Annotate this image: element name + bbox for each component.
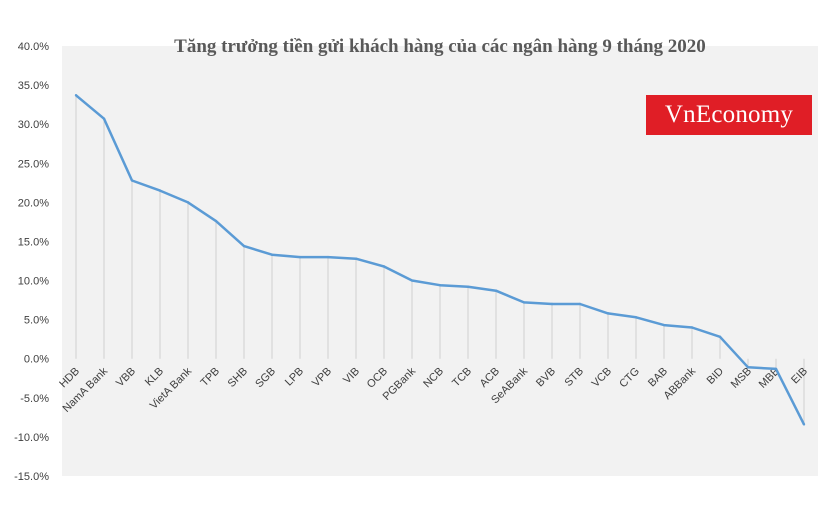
y-tick-label: -5.0%	[20, 393, 49, 405]
vneconomy-logo: VnEconomy	[646, 95, 812, 135]
y-tick-label: 25.0%	[18, 158, 49, 170]
y-tick-label: -15.0%	[14, 471, 49, 483]
data-points	[74, 94, 806, 426]
data-point	[130, 179, 134, 182]
data-point	[298, 255, 302, 259]
logo-text: VnEconomy	[664, 101, 794, 128]
data-point	[494, 289, 498, 292]
data-point	[354, 257, 358, 260]
data-point	[242, 244, 246, 248]
data-point	[382, 265, 386, 268]
data-point	[662, 323, 666, 327]
data-point	[74, 94, 78, 97]
y-axis-ticks: 40.0% 35.0% 30.0% 25.0% 20.0% 15.0% 10.0% 5.0% 0…	[14, 41, 49, 483]
data-point	[270, 253, 274, 256]
y-tick-label: 10.0%	[18, 276, 49, 288]
data-point	[718, 335, 722, 339]
data-point	[186, 201, 190, 204]
y-tick-label: 35.0%	[18, 80, 49, 92]
data-point	[326, 255, 330, 259]
y-tick-label: 5.0%	[24, 315, 49, 327]
data-point	[606, 312, 610, 315]
y-tick-label: 40.0%	[18, 41, 49, 53]
data-point	[578, 302, 582, 306]
data-point	[214, 219, 218, 223]
data-point	[690, 326, 694, 329]
data-point	[438, 284, 442, 287]
data-point	[410, 279, 414, 282]
data-point	[522, 301, 526, 304]
data-point	[550, 302, 554, 306]
y-tick-label: 30.0%	[18, 119, 49, 131]
data-point	[102, 117, 106, 120]
y-tick-label: 0.0%	[24, 354, 49, 366]
data-point	[466, 285, 470, 288]
y-tick-label: 20.0%	[18, 197, 49, 209]
data-point	[158, 189, 162, 192]
data-point	[634, 316, 638, 319]
y-tick-label: -10.0%	[14, 432, 49, 444]
data-point	[774, 367, 778, 371]
y-tick-label: 15.0%	[18, 236, 49, 248]
drop-lines	[75, 95, 805, 425]
data-point	[746, 366, 750, 369]
chart-title: Tăng trưởng tiền gửi khách hàng của các …	[174, 36, 706, 57]
data-point	[802, 423, 806, 426]
